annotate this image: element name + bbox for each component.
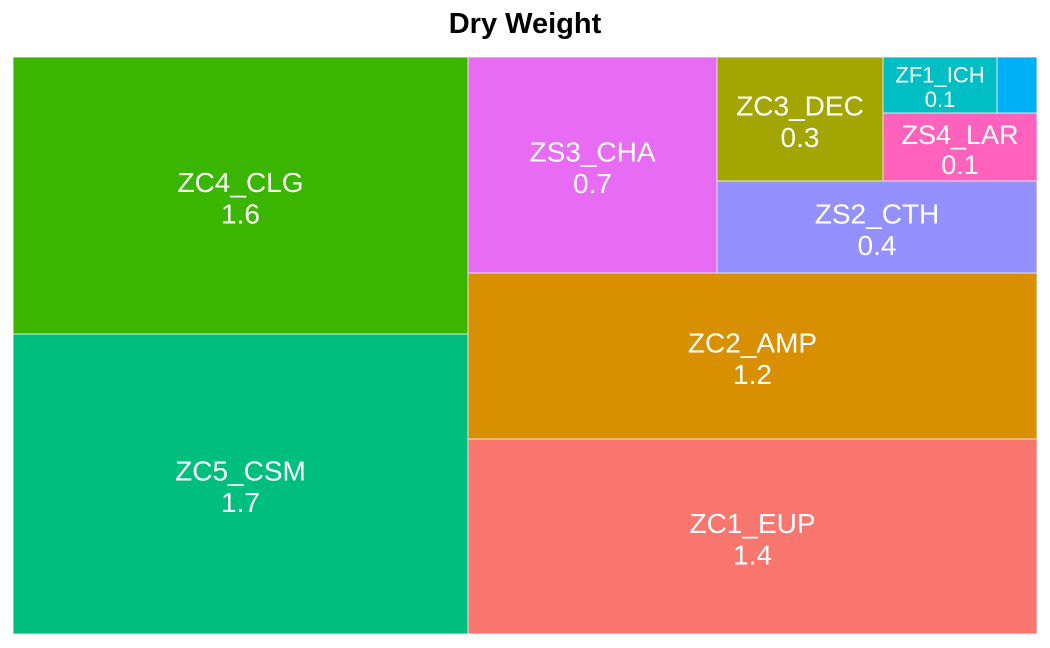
tile-label: ZF1_ICH <box>895 62 984 87</box>
tile-label: ZC2_AMP <box>688 328 817 359</box>
tile-rect <box>13 333 469 634</box>
chart-title: Dry Weight <box>448 8 602 40</box>
tile-unlabeled <box>996 57 1037 114</box>
tile-label: ZS3_CHA <box>529 137 655 168</box>
tile-rect <box>716 57 884 182</box>
tile-value: 1.4 <box>733 540 772 571</box>
tile-value: 0.7 <box>573 168 612 199</box>
tile-label: ZC1_EUP <box>689 508 815 539</box>
tile-rect <box>13 57 469 335</box>
tile-rect <box>882 57 998 114</box>
tile-rect <box>996 57 1037 114</box>
tile-label: ZC5_CSM <box>175 456 306 487</box>
tile-label: ZS2_CTH <box>815 199 939 230</box>
tile-rect <box>467 57 718 274</box>
tile-label: ZS4_LAR <box>901 120 1018 150</box>
tile-rect <box>716 180 1037 274</box>
tile-value: 0.4 <box>858 230 897 261</box>
tile-value: 1.6 <box>221 199 260 230</box>
treemap-chart: ZC5_CSM1.7ZC4_CLG1.6ZC1_EUP1.4ZC2_AMP1.2… <box>13 57 1037 634</box>
tile-label: ZC4_CLG <box>177 167 303 198</box>
tile-rect <box>467 272 1037 440</box>
tile-value: 0.1 <box>925 87 956 112</box>
tile-rect <box>467 438 1037 634</box>
tile-value: 0.3 <box>781 122 820 153</box>
tile-value: 1.2 <box>733 359 772 390</box>
tile-label: ZC3_DEC <box>736 91 864 122</box>
tile-value: 1.7 <box>221 487 260 518</box>
tile-value: 0.1 <box>941 150 979 180</box>
